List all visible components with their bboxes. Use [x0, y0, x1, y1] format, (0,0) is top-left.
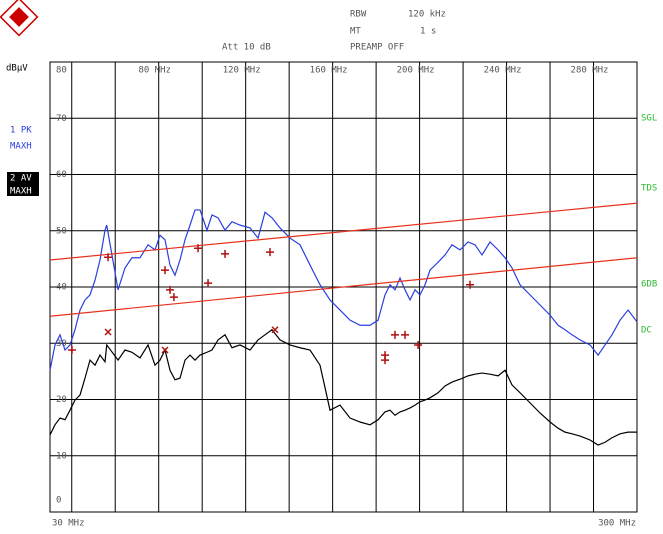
y-tick-label: 60 [56, 170, 67, 180]
y-tick-label: 70 [56, 114, 67, 124]
y-unit: dBµV [6, 64, 28, 74]
trace [49, 202, 638, 261]
marker [381, 351, 390, 360]
logo [0, 0, 39, 37]
rbw-label: RBW [350, 10, 367, 20]
right-label: 6DB [641, 280, 657, 290]
trace [49, 257, 638, 317]
y-tick-label: 80 [56, 66, 67, 76]
x-tick-label: 160 MHz [310, 66, 348, 76]
right-label: DC [641, 326, 652, 336]
x-tick-label: 240 MHz [484, 66, 522, 76]
trace-label-box [7, 172, 39, 196]
marker [401, 330, 410, 339]
x-tick-label: 280 MHz [571, 66, 609, 76]
marker [221, 249, 230, 258]
marker [161, 346, 169, 354]
att: Att 10 dB [222, 43, 271, 53]
right-label: SGL [641, 114, 657, 124]
y-tick-label: 0 [56, 496, 61, 506]
x-stop-label: 300 MHz [598, 519, 636, 529]
marker [166, 285, 175, 294]
marker [466, 280, 475, 289]
y-tick-label: 40 [56, 283, 67, 293]
marker [204, 279, 213, 288]
x-tick-label: 120 MHz [223, 66, 261, 76]
trace [49, 328, 637, 446]
trace-label: 2 AV [10, 174, 32, 184]
preamp: PREAMP OFF [350, 43, 404, 53]
marker [391, 330, 400, 339]
trace [49, 209, 638, 371]
marker [161, 266, 170, 275]
x-tick-label: 200 MHz [397, 66, 435, 76]
y-tick-label: 50 [56, 226, 67, 236]
right-label: TDS [641, 184, 657, 194]
rbw-value: 120 kHz [408, 10, 446, 20]
trace-label: 1 PK [10, 126, 32, 136]
y-tick-label: 20 [56, 395, 67, 405]
x-start-label: 30 MHz [52, 519, 85, 529]
y-tick-label: 10 [56, 451, 67, 461]
mt-value: 1 s [420, 27, 436, 37]
y-tick-label: 30 [56, 339, 67, 349]
marker [67, 346, 76, 354]
marker [194, 244, 203, 253]
marker [169, 293, 178, 302]
marker [266, 248, 275, 257]
marker [104, 253, 113, 262]
marker [271, 326, 279, 334]
marker [414, 340, 423, 349]
trace-label: MAXH [10, 142, 32, 152]
trace-label: MAXH [10, 187, 32, 197]
mt-label: MT [350, 27, 361, 37]
marker [104, 328, 112, 336]
x-tick-label: 80 MHz [138, 66, 171, 76]
